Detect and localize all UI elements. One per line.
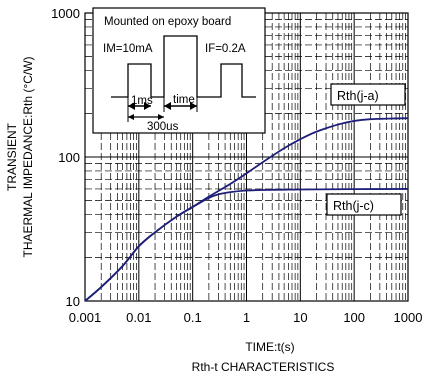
inset-title: Mounted on epoxy board: [104, 16, 231, 28]
arrow-300us-head-left: [128, 114, 134, 120]
pulse-inset: Mounted on epoxy board IM=10mA IF=0.2A 1…: [92, 7, 266, 134]
y-tick-label: 10: [66, 294, 80, 309]
legend-box-ja: [330, 83, 406, 106]
x-tick-label: 0.1: [184, 310, 202, 325]
legend-box-jc: [326, 193, 402, 216]
y-axis-label-line2: THAERMAL IMPEDANCE:Rth (°C/W): [21, 56, 35, 257]
x-tick-labels: 0.001 0.01 0.1 1 10 100 1000: [69, 310, 423, 325]
x-tick-label: 10: [293, 310, 307, 325]
series-label-jc: Rth(j-c): [333, 199, 374, 213]
pulse-waveform: [111, 35, 256, 98]
chart-title: Rth-t CHARACTERISTICS: [192, 360, 335, 374]
arrow-300us-head-right: [158, 114, 164, 120]
inset-time-label: time: [173, 94, 195, 106]
arrow-time-head-left: [164, 102, 171, 110]
arrow-time-head-right: [190, 102, 197, 110]
y-tick-label: 100: [58, 150, 80, 165]
inset-1ms-label: 1ms: [131, 95, 153, 107]
inset-im-label: IM=10mA: [103, 43, 153, 55]
y-axis-label-line1: TRANSIENT: [5, 122, 19, 191]
inset-300us-label: 300us: [147, 121, 179, 133]
x-axis-label: TIME:t(s): [245, 340, 294, 354]
x-tick-label: 1: [243, 310, 250, 325]
x-tick-label: 0.001: [69, 310, 102, 325]
x-tick-label: 1000: [394, 310, 423, 325]
y-axis-label: TRANSIENT THAERMAL IMPEDANCE:Rth (°C/W): [5, 56, 35, 257]
series-label-ja: Rth(j-a): [337, 89, 379, 103]
x-tick-label: 0.01: [126, 310, 151, 325]
series-lines: [84, 117, 409, 302]
x-tick-label: 100: [343, 310, 365, 325]
inset-if-label: IF=0.2A: [205, 43, 246, 55]
inset-background: [92, 7, 266, 134]
y-tick-labels: 10 100 1000: [51, 6, 80, 309]
series-line-jc: [84, 188, 409, 302]
arrow-1ms-head-left: [128, 102, 135, 110]
y-tick-label: 1000: [51, 6, 80, 21]
arrow-1ms-head-right: [144, 102, 151, 110]
